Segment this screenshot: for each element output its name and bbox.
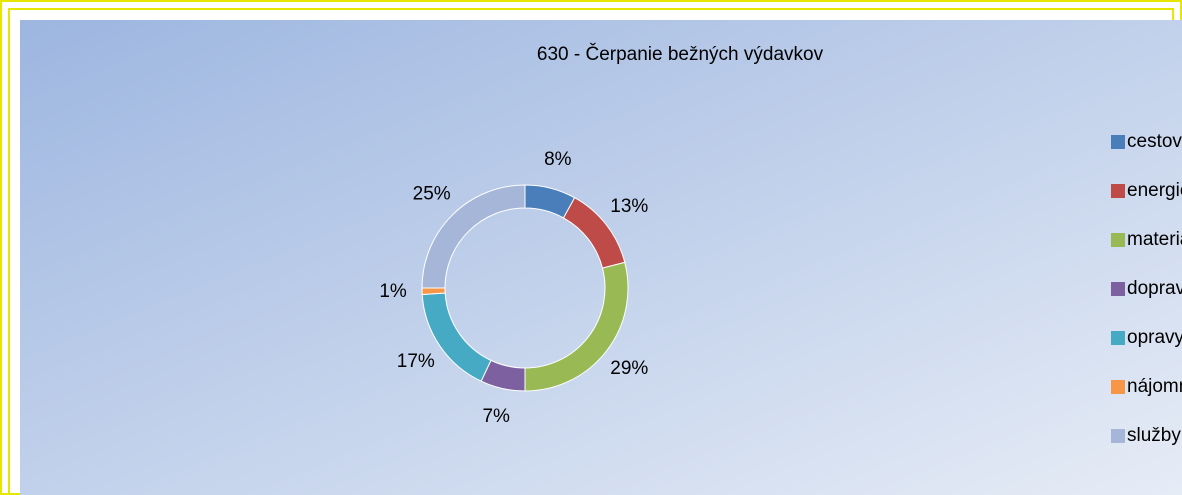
legend-label: energie xyxy=(1127,180,1182,201)
donut-slice xyxy=(421,287,446,295)
legend-label: dopravné xyxy=(1127,278,1182,299)
data-label: 8% xyxy=(544,149,572,170)
legend-swatch xyxy=(1111,233,1125,247)
data-label: 13% xyxy=(610,196,648,217)
data-label: 29% xyxy=(610,358,648,379)
legend-label: služby xyxy=(1127,425,1181,446)
legend-swatch xyxy=(1111,429,1125,443)
legend-swatch xyxy=(1111,380,1125,394)
data-label: 17% xyxy=(397,351,435,372)
legend-label: opravy xyxy=(1127,327,1182,348)
legend-swatch xyxy=(1111,135,1125,149)
legend-label: materiál xyxy=(1127,229,1182,250)
data-label: 1% xyxy=(379,281,407,302)
legend-label: cestovné xyxy=(1127,131,1182,152)
legend-label: nájomné xyxy=(1127,376,1182,397)
legend-swatch xyxy=(1111,331,1125,345)
chart-title: 630 - Čerpanie bežných výdavkov xyxy=(537,43,824,65)
legend-swatch xyxy=(1111,184,1125,198)
legend-swatch xyxy=(1111,282,1125,296)
data-label: 25% xyxy=(413,184,451,205)
data-label: 7% xyxy=(482,406,510,427)
donut-slice xyxy=(421,184,526,289)
